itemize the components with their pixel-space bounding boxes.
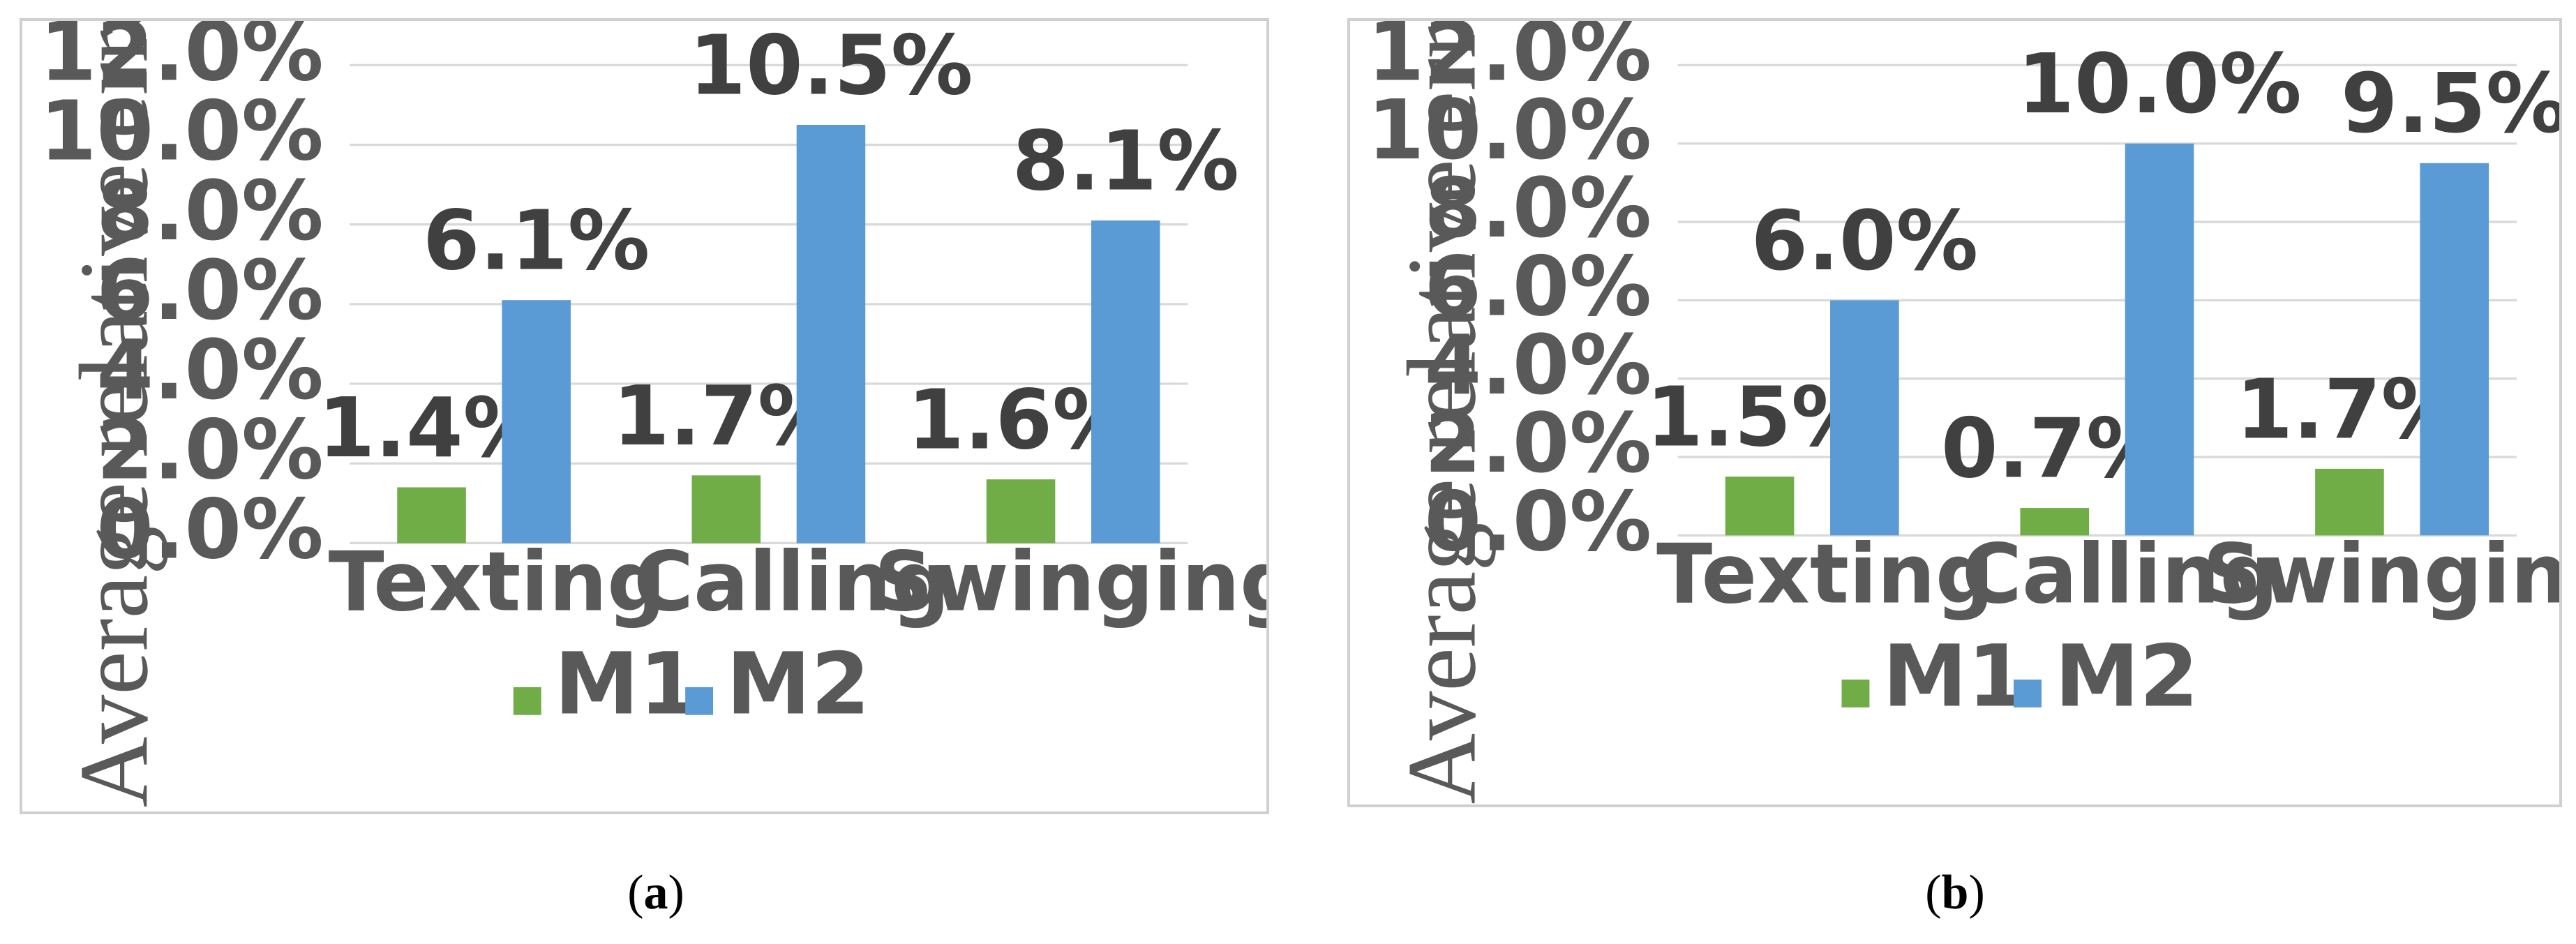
legend-swatch-a-m2 bbox=[685, 687, 714, 715]
legend-label-b-m1: M1 bbox=[1882, 627, 2026, 726]
y-tick-label-b: 4.0% bbox=[1424, 317, 1652, 413]
x-tick-label-b: Calling bbox=[1962, 527, 2279, 622]
chart-panel-b: 0.0% 2.0% 4.0% 6.0% 8.0% 10.0% 12.0% Average re… bbox=[1347, 18, 2562, 807]
chart-a-content: 0.0%2.0%4.0%6.0%8.0%10.0%12.0%Average re… bbox=[40, 21, 1266, 807]
x-tick-label-a: Calling bbox=[634, 534, 950, 630]
bar-a-m2-texting bbox=[502, 300, 571, 544]
legend-swatch-b-m2 bbox=[2014, 679, 2042, 707]
y-tick-label-a: 10.0% bbox=[40, 84, 324, 179]
y-tick-label-b: 12.0% bbox=[1368, 21, 1652, 100]
y-axis-label-a: Average relative error(%) bbox=[60, 21, 168, 807]
y-tick-label-b: 2.0% bbox=[1424, 396, 1652, 491]
y-tick-label-b: 10.0% bbox=[1368, 82, 1652, 178]
bar-b-m2-texting bbox=[1830, 300, 1899, 536]
bar-a-m1-swinging bbox=[986, 479, 1056, 544]
bar-b-m1-texting bbox=[1725, 477, 1795, 536]
bar-b-m1-swinging bbox=[2315, 468, 2384, 536]
data-label-a-m2-swinging: 8.1% bbox=[1012, 113, 1239, 209]
y-tick-label-b: 8.0% bbox=[1424, 160, 1652, 256]
bar-a-m1-calling bbox=[691, 475, 761, 544]
chart-b: 0.0%2.0%4.0%6.0%8.0%10.0%12.0%Average re… bbox=[1368, 21, 2559, 804]
y-tick-label-a: 2.0% bbox=[96, 402, 323, 497]
caption-b-letter: b bbox=[1941, 866, 1969, 920]
y-tick-label-b: 6.0% bbox=[1424, 239, 1652, 335]
x-tick-label-b: Texting bbox=[1656, 527, 1994, 622]
y-tick-label-a: 8.0% bbox=[96, 163, 323, 259]
y-tick-label-a: 6.0% bbox=[96, 243, 323, 338]
legend-label-b-m2: M2 bbox=[2055, 627, 2199, 726]
chart-panel-a: 0.0% 2.0% 4.0% 6.0% 8.0% 10.0% 12.0% Average re… bbox=[20, 18, 1269, 814]
caption-a: (a) bbox=[627, 866, 684, 920]
x-tick-label-a: Texting bbox=[329, 534, 666, 630]
legend-label-a-m1: M1 bbox=[554, 634, 698, 733]
legend-label-a-m2: M2 bbox=[726, 634, 870, 733]
chart-b-content: 0.0%2.0%4.0%6.0%8.0%10.0%12.0%Average re… bbox=[1368, 21, 2559, 804]
y-axis-label-b: Average relative error(%) bbox=[1387, 21, 1496, 804]
data-label-b-m2-calling: 10.0% bbox=[2017, 36, 2301, 132]
chart-a: 0.0%2.0%4.0%6.0%8.0%10.0%12.0%Average re… bbox=[40, 21, 1266, 807]
data-label-b-m2-texting: 6.0% bbox=[1751, 193, 1979, 289]
bar-a-m1-texting bbox=[397, 487, 466, 544]
y-tick-label-a: 0.0% bbox=[96, 482, 323, 578]
bar-a-m2-swinging bbox=[1091, 220, 1160, 544]
data-label-b-m2-swinging: 9.5% bbox=[2341, 56, 2559, 151]
y-tick-label-b: 0.0% bbox=[1424, 474, 1652, 569]
legend-swatch-b-m1 bbox=[1841, 679, 1870, 707]
x-tick-label-b: Swinging bbox=[2203, 527, 2559, 622]
y-tick-label-a: 4.0% bbox=[96, 322, 323, 418]
caption-b: (b) bbox=[1925, 866, 1985, 920]
x-tick-label-a: Swinging bbox=[874, 534, 1266, 630]
legend-swatch-a-m1 bbox=[513, 687, 541, 715]
data-label-a-m2-texting: 6.1% bbox=[423, 193, 650, 289]
bar-b-m1-calling bbox=[2020, 508, 2090, 536]
caption-a-letter: a bbox=[643, 866, 668, 920]
bar-b-m2-calling bbox=[2125, 143, 2194, 536]
data-label-a-m2-calling: 10.5% bbox=[689, 21, 973, 113]
bar-b-m2-swinging bbox=[2420, 163, 2489, 536]
bar-a-m2-calling bbox=[796, 124, 866, 544]
y-tick-label-a: 12.0% bbox=[40, 21, 324, 99]
